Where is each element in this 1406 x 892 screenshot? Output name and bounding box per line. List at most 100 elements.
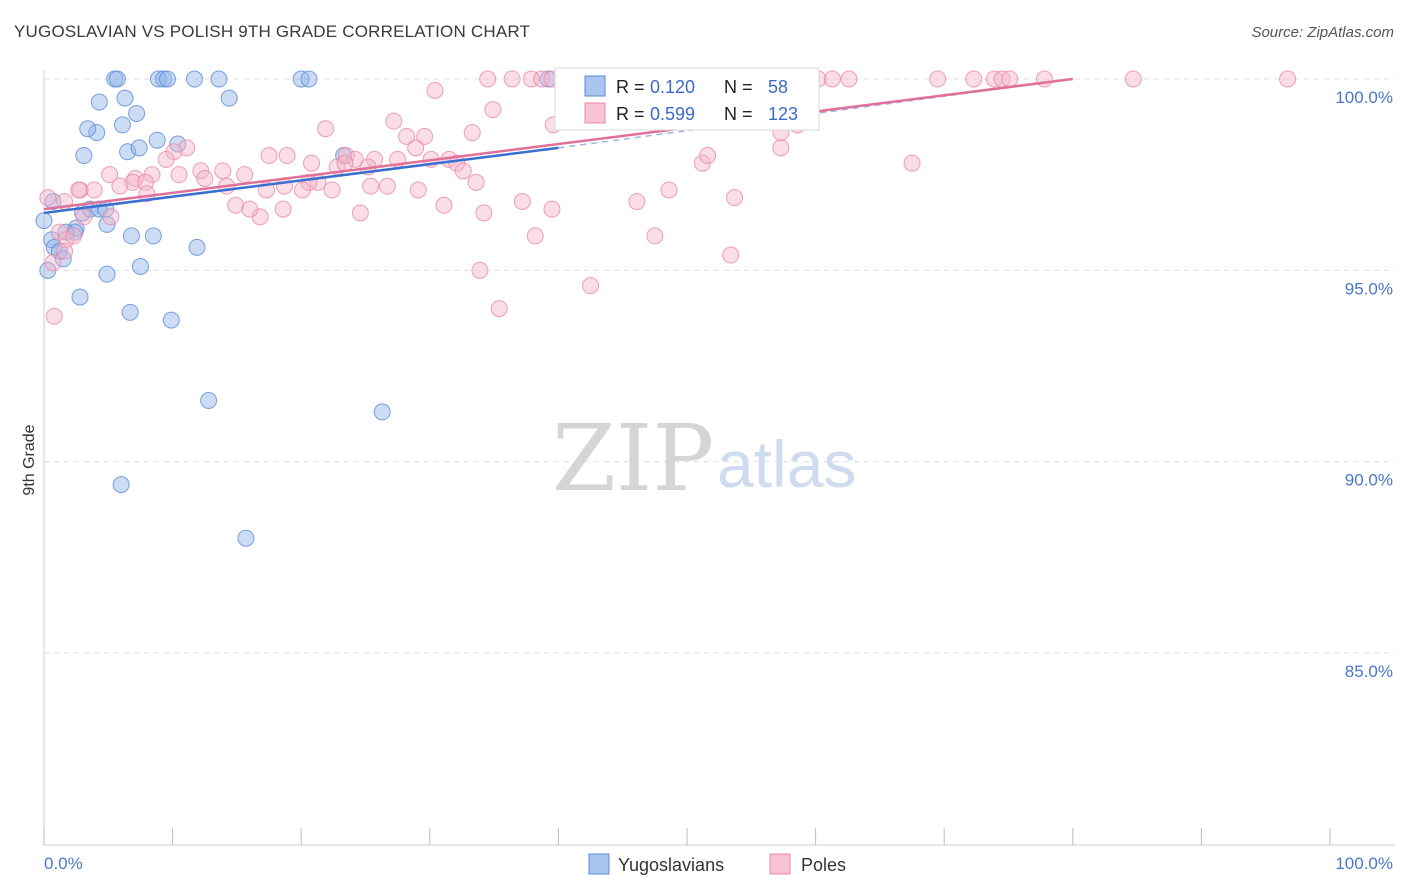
poles-point-45 xyxy=(302,154,320,172)
legend-n-value-pink: 123 xyxy=(768,104,798,124)
poles-point-74 xyxy=(111,177,129,195)
x-tick-labels: 0.0% 100.0% xyxy=(44,854,1393,873)
poles-point-93 xyxy=(513,192,531,210)
poles-point-73 xyxy=(85,181,103,199)
yugoslavians-point-32 xyxy=(35,212,53,230)
poles-point-108 xyxy=(722,246,740,264)
poles-point-85 xyxy=(70,181,88,199)
y-tick-label-2: 90.0% xyxy=(1345,471,1393,490)
watermark-atlas: atlas xyxy=(717,427,856,501)
y-tick-label-3: 85.0% xyxy=(1345,662,1393,681)
poles-point-25 xyxy=(1124,70,1142,88)
poles-point-48 xyxy=(346,150,364,168)
poles-point-61 xyxy=(454,162,472,180)
poles-point-65 xyxy=(196,169,214,187)
poles-point-89 xyxy=(274,200,292,218)
yugoslavians-point-47 xyxy=(373,403,391,421)
yugoslavians-point-46 xyxy=(200,391,218,409)
poles-point-59 xyxy=(336,154,354,172)
poles-point-109 xyxy=(582,277,600,295)
poles-point-37 xyxy=(398,127,416,145)
poles-point-54 xyxy=(157,150,175,168)
poles-trend-line xyxy=(43,77,1073,211)
poles-point-90 xyxy=(351,204,369,222)
yugoslavians-point-4 xyxy=(158,70,176,88)
poles-point-36 xyxy=(463,124,481,142)
poles-point-40 xyxy=(407,139,425,157)
legend-r-value-blue: 0.120 xyxy=(650,77,695,97)
bottom-legend-label-poles: Poles xyxy=(801,855,846,875)
poles-point-24 xyxy=(1036,70,1054,88)
poles-point-18 xyxy=(840,70,858,88)
poles-point-38 xyxy=(416,127,434,145)
yugoslavians-point-2 xyxy=(149,70,167,88)
yugoslavians-point-42 xyxy=(98,265,116,283)
poles-point-96 xyxy=(726,189,744,207)
poles-point-0 xyxy=(479,70,497,88)
yugoslavians-point-40 xyxy=(188,238,206,256)
poles-point-64 xyxy=(170,166,188,184)
yugoslavians-point-49 xyxy=(237,529,255,547)
poles-point-103 xyxy=(526,227,544,245)
poles-point-88 xyxy=(241,200,259,218)
y-tick-label-0: 100.0% xyxy=(1335,88,1393,107)
yugoslavians-point-39 xyxy=(144,227,162,245)
yugoslavians-point-45 xyxy=(162,311,180,329)
poles-point-104 xyxy=(646,227,664,245)
trendlines xyxy=(43,77,1073,215)
poles-point-35 xyxy=(317,120,335,138)
yugoslavians-point-15 xyxy=(79,120,97,138)
poles-point-114 xyxy=(699,147,717,165)
poles-point-23 xyxy=(1001,70,1019,88)
x-tick-label-0: 0.0% xyxy=(44,854,83,873)
yugoslavians-point-21 xyxy=(130,139,148,157)
poles-point-105 xyxy=(56,242,74,260)
poles-point-26 xyxy=(1279,70,1297,88)
yugoslavians-point-16 xyxy=(113,116,131,134)
yugoslavians-point-44 xyxy=(121,303,139,321)
poles-point-20 xyxy=(965,70,983,88)
legend-r-label-blue: R = xyxy=(616,77,645,97)
poles-point-17 xyxy=(823,70,841,88)
bottom-legend-swatch-poles xyxy=(769,853,791,875)
poles-point-92 xyxy=(475,204,493,222)
yugoslavians-trend-line xyxy=(43,146,559,215)
yugoslavians-point-3 xyxy=(155,70,173,88)
poles-point-79 xyxy=(323,181,341,199)
bottom-legend-label-yugoslavians: Yugoslavians xyxy=(618,855,724,875)
bottom-legend-swatch-yugoslavians xyxy=(588,853,610,875)
yugoslavians-point-48 xyxy=(112,476,130,494)
yugoslavians-point-13 xyxy=(220,89,238,107)
poles-point-98 xyxy=(75,208,93,226)
yugoslavians-point-1 xyxy=(108,70,126,88)
yugoslavians-point-6 xyxy=(210,70,228,88)
poles-point-115 xyxy=(772,139,790,157)
poles-point-81 xyxy=(378,177,396,195)
poles-point-107 xyxy=(471,261,489,279)
poles-point-19 xyxy=(929,70,947,88)
legend-r-value-pink: 0.599 xyxy=(650,104,695,124)
poles-point-110 xyxy=(490,300,508,318)
poles-point-71 xyxy=(101,166,119,184)
yugoslavians-point-43 xyxy=(71,288,89,306)
yugoslavians-point-41 xyxy=(131,258,149,276)
poles-point-66 xyxy=(124,173,142,191)
poles-point-83 xyxy=(39,189,57,207)
poles-point-3 xyxy=(533,70,551,88)
poles-point-99 xyxy=(102,208,120,226)
poles-point-41 xyxy=(178,139,196,157)
yugoslavians-point-14 xyxy=(88,124,106,142)
legend-swatch-pink xyxy=(584,102,606,124)
axes xyxy=(43,70,1395,846)
poles-point-91 xyxy=(435,196,453,214)
yugoslavians-point-18 xyxy=(169,135,187,153)
yugoslavians-point-8 xyxy=(300,70,318,88)
poles-point-102 xyxy=(65,227,83,245)
source-label: Source: ZipAtlas.com xyxy=(1251,24,1394,41)
legend-r-label-pink: R = xyxy=(616,104,645,124)
x-tick-label-1: 100.0% xyxy=(1335,854,1393,873)
legend-n-value-blue: 58 xyxy=(768,77,788,97)
yugoslavians-point-28 xyxy=(98,215,116,233)
poles-point-78 xyxy=(293,181,311,199)
